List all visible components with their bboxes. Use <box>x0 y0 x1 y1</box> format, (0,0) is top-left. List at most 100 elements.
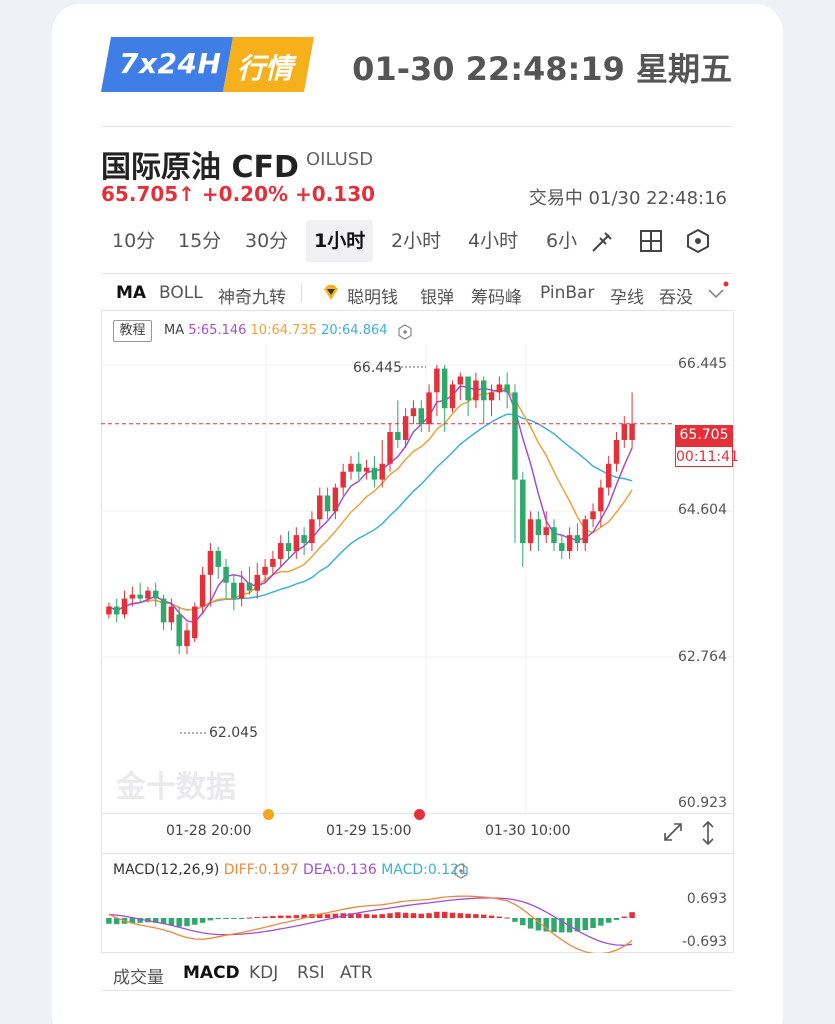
macd-bar <box>363 914 370 918</box>
instrument-name: 国际原油 CFD <box>101 150 299 185</box>
timeframe-10m[interactable]: 10分 <box>112 230 156 252</box>
indicator-pinbar[interactable]: PinBar <box>540 283 595 303</box>
macd-bar <box>332 913 339 918</box>
price-change: 65.705↑ +0.20% +0.130 <box>101 182 376 206</box>
brand-logo: 7x24H 行情 <box>101 37 314 92</box>
macd-bar <box>551 918 557 932</box>
candle-body <box>145 590 151 599</box>
timeframe-4h[interactable]: 4小时 <box>468 230 519 252</box>
candle-body <box>379 463 385 480</box>
candle-body <box>348 463 354 472</box>
current-price-tag: 65.705 <box>675 425 733 446</box>
divider <box>101 990 733 991</box>
candle-body <box>629 423 635 440</box>
tutorial-button[interactable]: 教程 <box>113 320 152 342</box>
timeframe-1h[interactable]: 1小时 <box>306 220 374 262</box>
candle-body <box>371 467 378 480</box>
macd-bar <box>160 918 167 924</box>
candle-body <box>480 380 487 401</box>
logo-text-market: 行情 <box>237 52 294 85</box>
candle-body <box>605 463 612 488</box>
grid-layout-icon[interactable] <box>638 228 664 254</box>
indicator-ma[interactable]: MA <box>116 283 147 303</box>
header-datetime: 01-30 22:48:19 星期五 <box>352 50 732 88</box>
candle-body <box>231 582 237 599</box>
indicator-chip-peak[interactable]: 筹码峰 <box>471 288 522 308</box>
candle-body <box>441 368 448 409</box>
candle-body <box>277 543 284 559</box>
macd-bar <box>324 914 331 918</box>
timeframe-30m[interactable]: 30分 <box>245 230 289 252</box>
indicator-td9[interactable]: 神奇九转 <box>218 288 286 308</box>
countdown-tag: 00:11:41 <box>675 446 739 467</box>
candle-body <box>434 368 440 393</box>
timeframe-15m[interactable]: 15分 <box>178 230 222 252</box>
indicator-smart-money[interactable]: 聪明钱 <box>347 288 398 308</box>
macd-bar <box>473 914 479 918</box>
candle-body <box>192 606 198 639</box>
macd-title: MACD(12,26,9) <box>113 862 220 878</box>
event-dot[interactable] <box>414 809 425 820</box>
indicator-inside-bar[interactable]: 孕线 <box>610 288 644 308</box>
macd-bar <box>176 918 182 927</box>
tab-volume[interactable]: 成交量 <box>113 968 164 988</box>
candle-body <box>270 558 276 567</box>
ma-settings-icon[interactable] <box>397 324 413 340</box>
vertical-resize-icon[interactable] <box>698 820 718 846</box>
tab-atr[interactable]: ATR <box>340 963 373 983</box>
macd-bar <box>192 918 198 925</box>
logo-text-7x24h: 7x24H <box>119 47 222 80</box>
candle-body <box>574 535 581 544</box>
candle-body <box>137 594 143 599</box>
macd-bar <box>598 918 604 926</box>
candle-body <box>535 519 542 536</box>
chart-panel <box>101 310 734 853</box>
macd-bar <box>465 913 471 918</box>
tab-kdj[interactable]: KDJ <box>249 963 279 983</box>
macd-bar <box>199 918 206 923</box>
tab-macd[interactable]: MACD <box>183 963 240 983</box>
macd-diff: DIFF:0.197 <box>223 862 299 878</box>
macd-bar <box>441 911 448 918</box>
candle-body <box>496 384 503 393</box>
candle-body <box>160 598 167 623</box>
macd-settings-icon[interactable] <box>453 863 469 879</box>
tab-rsi[interactable]: RSI <box>297 963 325 983</box>
macd-bar <box>356 913 362 918</box>
macd-bar <box>605 918 612 923</box>
draw-tool-icon[interactable] <box>590 228 616 254</box>
macd-bar <box>277 915 284 918</box>
event-dot[interactable] <box>263 809 274 820</box>
candle-body <box>387 432 393 464</box>
candle-body <box>402 416 409 440</box>
watermark-logo: 金十数据 <box>116 770 236 805</box>
indicator-boll[interactable]: BOLL <box>159 283 203 303</box>
expand-icon[interactable] <box>661 820 685 844</box>
macd-bar <box>293 915 300 918</box>
candlestick-chart[interactable] <box>101 345 734 815</box>
ma5-value: 5:65.146 <box>188 323 247 338</box>
macd-bar <box>535 918 542 931</box>
settings-hexagon-icon[interactable] <box>685 228 711 254</box>
chevron-down-icon[interactable] <box>706 280 730 304</box>
macd-bar <box>153 918 159 923</box>
macd-chart[interactable] <box>101 885 734 953</box>
divider <box>101 273 733 274</box>
ma20-line <box>108 413 633 612</box>
macd-bar <box>480 914 487 918</box>
macd-bar <box>137 918 143 923</box>
candle-body <box>129 594 136 599</box>
macd-bar <box>574 918 581 932</box>
divider <box>301 284 302 302</box>
macd-bar <box>371 914 378 918</box>
timeframe-6h[interactable]: 6小 <box>546 230 578 252</box>
indicator-silver-bullet[interactable]: 银弹 <box>420 288 454 308</box>
macd-bar <box>387 913 393 918</box>
macd-bar <box>457 913 464 918</box>
macd-bar <box>590 918 596 929</box>
indicator-engulfing[interactable]: 吞没 <box>659 288 693 308</box>
macd-bar <box>129 918 136 924</box>
macd-bar <box>613 918 620 920</box>
macd-bar <box>543 918 549 932</box>
timeframe-2h[interactable]: 2小时 <box>391 230 442 252</box>
